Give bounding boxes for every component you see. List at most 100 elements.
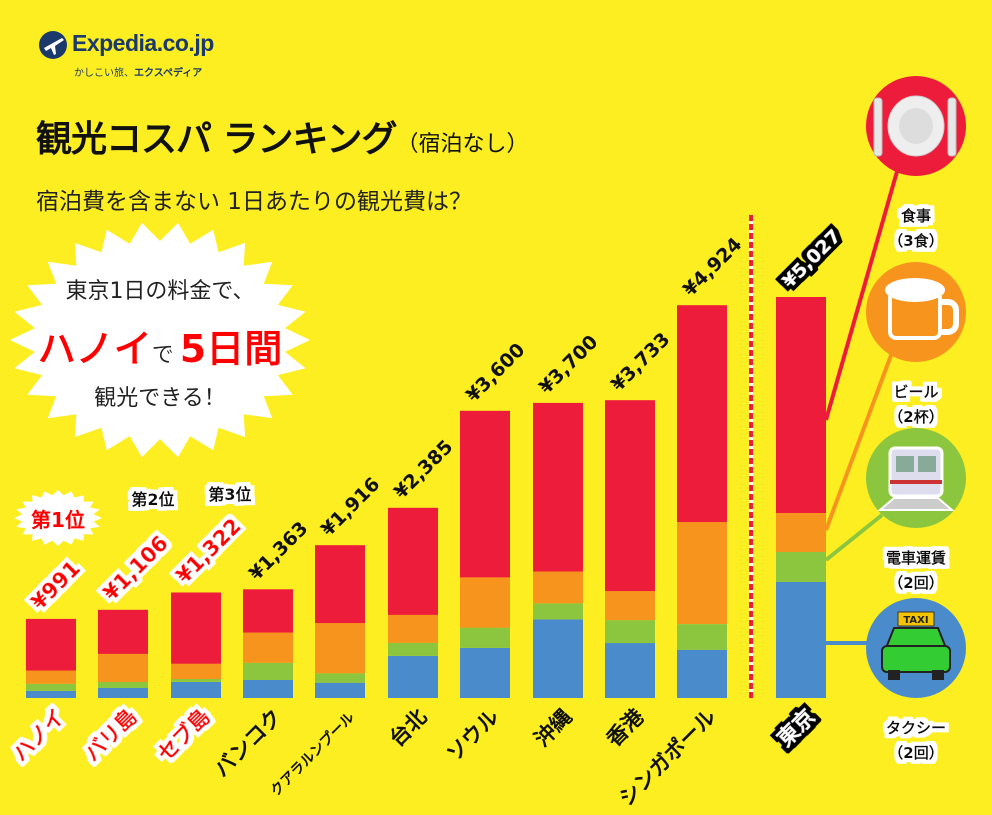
value-label: ¥3,733 (607, 328, 674, 395)
bar-segment-食事 (243, 589, 293, 633)
bar-segment-ビール (460, 577, 510, 628)
title-suffix: （宿泊なし） (396, 132, 529, 157)
value-label: ¥1,363 (245, 517, 312, 584)
bar-segment-ビール (26, 670, 76, 684)
bar-segment-食事 (533, 402, 583, 572)
category-label: 台北 (385, 705, 432, 752)
bar-segment-電車運賃 (533, 603, 583, 620)
value-label: ¥1,916 (317, 473, 384, 540)
rank-3-label: 第3位 (208, 485, 251, 504)
bar-2 (171, 592, 221, 698)
bar-segment-ビール (171, 663, 221, 679)
category-label: 東京 (773, 705, 820, 752)
tagline-a: かしこい旅、 (74, 68, 134, 79)
legend-label: ビール (893, 383, 938, 401)
callout-line2: ハノイで 5日間 (38, 327, 282, 371)
legend-label: 電車運賃 (886, 549, 946, 567)
bar-segment-タクシー (460, 647, 510, 698)
logo-tagline: かしこい旅、エクスペディア (74, 64, 202, 79)
legend-label: 食事 (901, 207, 931, 225)
value-label: ¥5,027 (778, 225, 845, 292)
value-label: ¥1,106 (99, 531, 173, 605)
page-subtitle: 宿泊費を含まない 1日あたりの観光費は？ (36, 189, 472, 215)
bar-segment-ビール (533, 571, 583, 604)
bar-segment-ビール (776, 513, 826, 552)
bar-segment-ビール (243, 632, 293, 663)
category-label: バンコク (209, 705, 286, 782)
plate-fork-knife-icon (873, 95, 957, 157)
bar-10 (776, 297, 826, 698)
category-label: ソウル (442, 705, 504, 767)
category-label: バリ島 (80, 705, 142, 767)
legend-item-2: 電車運賃 （2回） (866, 428, 966, 592)
connector-beer (824, 349, 895, 531)
bar-1 (98, 609, 148, 698)
bar-segment-電車運賃 (460, 627, 510, 648)
value-label: ¥2,385 (390, 436, 457, 503)
legend-label: タクシー (886, 719, 946, 737)
callout-hanoi: ハノイ (38, 327, 152, 371)
value-label: ¥3,600 (462, 339, 529, 406)
bar-segment-タクシー (26, 690, 76, 698)
bar-segment-電車運賃 (26, 683, 76, 691)
bar-segment-ビール (388, 614, 438, 643)
category-label: ハノイ (8, 705, 70, 767)
value-label: ¥1,322 (172, 514, 246, 588)
bar-segment-タクシー (677, 649, 727, 698)
bar-6 (460, 410, 510, 698)
bar-7 (533, 402, 583, 698)
connector-food (824, 167, 900, 421)
category-label: 沖縄 (530, 705, 577, 752)
bar-4 (315, 545, 365, 698)
bar-segment-電車運賃 (605, 620, 655, 644)
beer-mug-icon (885, 278, 959, 340)
bar-5 (388, 507, 438, 698)
legend-detail: （3食） (888, 232, 943, 250)
page-title: 観光コスパ ランキング（宿泊なし） (36, 110, 528, 162)
bar-segment-電車運賃 (776, 552, 826, 582)
bar-segment-電車運賃 (388, 642, 438, 656)
rank1-burst (14, 490, 102, 546)
category-label: 香港 (602, 704, 649, 751)
rank-1-label: 第1位 (31, 508, 85, 532)
plane-globe-icon (39, 31, 67, 59)
bar-segment-食事 (315, 545, 365, 624)
bar-segment-ビール (605, 591, 655, 621)
bar-9 (677, 305, 727, 698)
value-label: ¥4,924 (679, 233, 746, 300)
bar-segment-タクシー (533, 619, 583, 698)
bar-segment-電車運賃 (677, 624, 727, 650)
bar-segment-食事 (388, 507, 438, 615)
bar-segment-電車運賃 (171, 678, 221, 682)
taxi-icon: TAXI (881, 611, 951, 680)
bar-segment-食事 (677, 305, 727, 523)
starburst-callout (10, 222, 310, 458)
legend-detail: （2杯） (888, 408, 943, 426)
bar-segment-タクシー (605, 643, 655, 698)
train-icon (877, 446, 955, 511)
bar-segment-電車運賃 (315, 673, 365, 683)
legend-detail: （2回） (888, 574, 943, 592)
category-label: セブ島 (153, 705, 215, 767)
callout-de: で (152, 343, 174, 368)
legend-item-0: 食事 （3食） (866, 76, 966, 250)
logo-brand: Expedia.co.jp (72, 30, 214, 56)
bar-segment-食事 (460, 410, 510, 578)
bar-segment-食事 (776, 297, 826, 513)
bar-segment-ビール (98, 653, 148, 682)
bar-segment-タクシー (243, 680, 293, 698)
legend-detail: （2回） (888, 744, 943, 762)
value-label: ¥991 (27, 556, 85, 614)
bar-3 (243, 589, 293, 698)
bar-segment-電車運賃 (98, 682, 148, 688)
legend-item-3: TAXI タクシー （2回） (866, 598, 966, 762)
bar-segment-食事 (98, 609, 148, 654)
bar-8 (605, 400, 655, 698)
bar-segment-タクシー (98, 687, 148, 698)
bar-segment-電車運賃 (243, 662, 293, 680)
bar-0 (26, 618, 76, 698)
callout-5days: 5日間 (180, 327, 282, 371)
bar-segment-ビール (315, 623, 365, 674)
bar-segment-タクシー (388, 655, 438, 698)
tagline-b: エクスペディア (134, 68, 203, 79)
